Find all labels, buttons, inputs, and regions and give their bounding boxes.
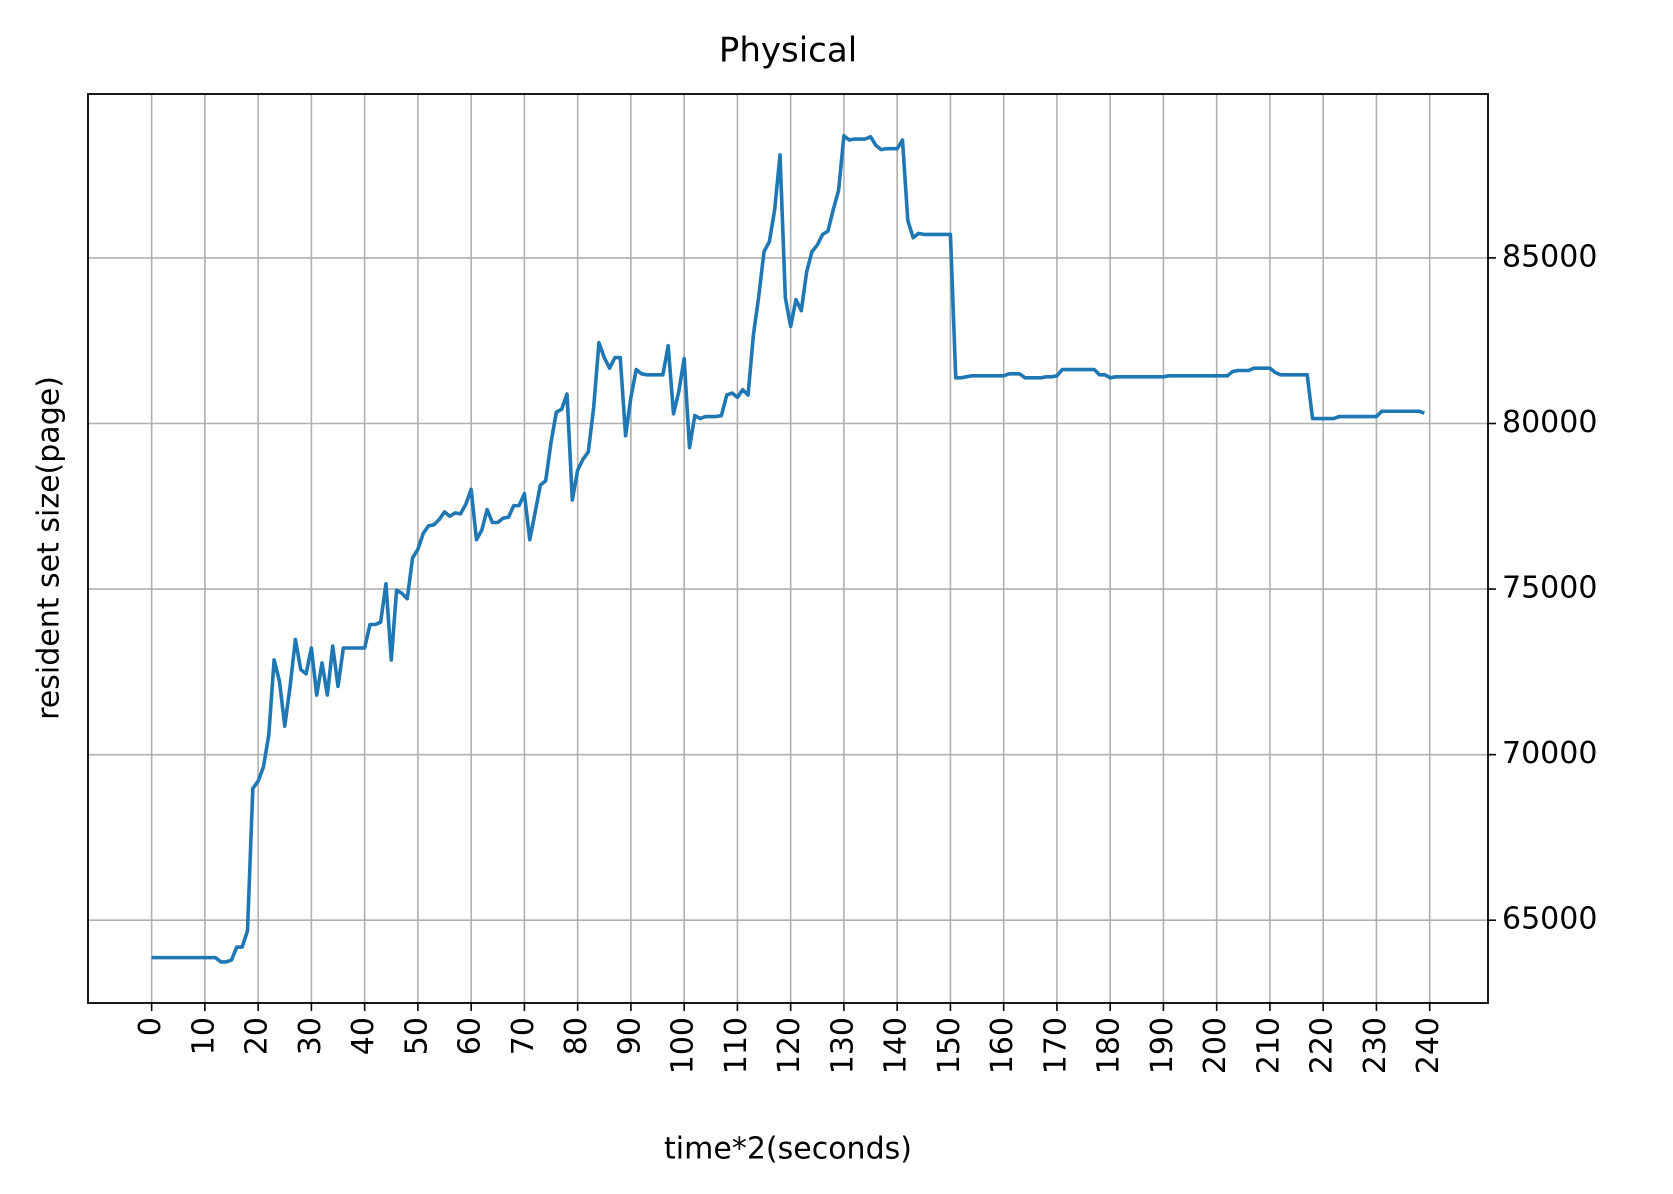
x-tick-label: 170 — [1038, 1017, 1073, 1074]
x-tick-label: 190 — [1145, 1017, 1180, 1074]
x-tick-label: 230 — [1358, 1017, 1393, 1074]
x-tick-label: 150 — [932, 1017, 967, 1074]
x-tick-label: 200 — [1198, 1017, 1233, 1074]
x-tick-label: 160 — [985, 1017, 1020, 1074]
x-tick-label: 140 — [879, 1017, 914, 1074]
y-tick-label: 75000 — [1502, 571, 1597, 606]
plot-frame — [87, 93, 1489, 1004]
line-series — [151, 133, 1425, 964]
x-tick-label: 0 — [133, 1017, 168, 1036]
x-tick-label: 80 — [559, 1017, 594, 1055]
x-tick-label: 40 — [346, 1017, 381, 1055]
x-tick-label: 60 — [453, 1017, 488, 1055]
y-tick-label: 85000 — [1502, 239, 1597, 274]
x-tick-label: 50 — [399, 1017, 434, 1055]
x-tick-label: 100 — [666, 1017, 701, 1074]
x-tick-label: 120 — [772, 1017, 807, 1074]
x-tick-label: 10 — [186, 1017, 221, 1055]
x-tick-label: 70 — [506, 1017, 541, 1055]
y-tick-label: 65000 — [1502, 902, 1597, 937]
y-tick-label: 70000 — [1502, 736, 1597, 771]
x-tick-label: 30 — [293, 1017, 328, 1055]
y-tick-label: 80000 — [1502, 405, 1597, 440]
x-tick-label: 90 — [612, 1017, 647, 1055]
x-tick-label: 220 — [1305, 1017, 1340, 1074]
x-axis-label: time*2(seconds) — [664, 1132, 912, 1167]
x-tick-label: 110 — [719, 1017, 754, 1074]
x-tick-label: 180 — [1092, 1017, 1127, 1074]
x-tick-label: 240 — [1411, 1017, 1446, 1074]
y-axis-label: resident set size(page) — [32, 376, 67, 720]
x-tick-label: 130 — [825, 1017, 860, 1074]
x-tick-label: 20 — [240, 1017, 275, 1055]
x-tick-label: 210 — [1251, 1017, 1286, 1074]
chart-title: Physical — [719, 31, 857, 71]
